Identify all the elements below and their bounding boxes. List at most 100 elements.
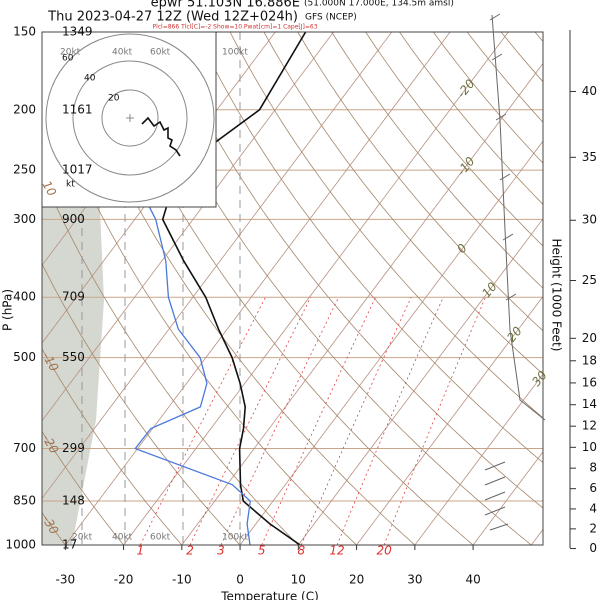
isotherm <box>239 140 543 545</box>
dry-adiabat <box>42 348 183 545</box>
y-tick-label: 300 <box>13 212 36 226</box>
barb-staff <box>491 14 546 421</box>
wind-label: 20kt <box>72 533 93 543</box>
level-height: 709 <box>62 290 85 304</box>
y2-tick-label: 8 <box>589 461 597 475</box>
isotherm <box>42 32 393 500</box>
shaded-region <box>42 165 104 545</box>
y-tick-label: 400 <box>13 290 36 304</box>
level-height: 1161 <box>62 102 93 116</box>
wind-label: 100kt <box>222 48 248 58</box>
isotherm <box>64 32 451 545</box>
dry-adiabat <box>331 32 543 289</box>
dry-adiabat <box>42 77 358 545</box>
dry-adiabat <box>60 32 416 545</box>
y2-tick-label: 20 <box>582 331 597 345</box>
title-note: (51.000N 17.000E, 134.5m amsl) <box>304 0 454 9</box>
y2-tick-label: 10 <box>582 440 597 454</box>
y2-tick-label: 4 <box>589 501 597 515</box>
mixing-ratio-line <box>336 297 444 545</box>
y-tick-label: 200 <box>13 102 36 116</box>
hodograph-ring-label: 20 <box>108 94 120 104</box>
isotherm <box>356 295 543 545</box>
wind-label: 40kt <box>112 48 133 58</box>
dry-adiabat <box>365 32 543 247</box>
level-height: 900 <box>62 212 85 226</box>
wind-barbs <box>484 13 546 531</box>
isotherm <box>181 62 543 545</box>
dry-adiabat <box>94 32 474 545</box>
level-height: 148 <box>62 494 85 508</box>
level-height: 1349 <box>62 25 93 39</box>
dry-adiabat-label: 10 <box>39 178 59 199</box>
hodograph-trace <box>141 116 181 157</box>
level-height: 17 <box>62 538 77 552</box>
level-height: 550 <box>62 350 85 364</box>
dry-adiabat <box>229 32 543 419</box>
x-tick-label: 10 <box>291 573 306 587</box>
hodograph-unit: kt <box>66 180 75 190</box>
x-axis-label: Temperature (C) <box>220 590 319 600</box>
wind-label: 60kt <box>150 533 171 543</box>
y2-tick-label: 16 <box>582 375 597 389</box>
wind-label: 100kt <box>222 533 248 543</box>
dry-adiabat <box>127 32 532 545</box>
y2-tick-label: 2 <box>589 521 597 535</box>
x-tick-label: 40 <box>465 573 480 587</box>
hodograph-ring-label: 60 <box>62 54 74 64</box>
level-height: 299 <box>62 441 85 455</box>
hodograph-ring <box>72 60 188 176</box>
y-tick-label: 150 <box>13 25 36 39</box>
hodograph-ring <box>101 89 159 147</box>
y2-tick-label: 35 <box>582 150 597 164</box>
dry-adiabat <box>42 173 299 545</box>
x-tick-label: 20 <box>349 573 364 587</box>
mixing-ratio-line <box>300 297 412 545</box>
y-tick-label: 700 <box>13 441 36 455</box>
mixing-ratio-line <box>189 297 312 545</box>
model: GFS (NCEP) <box>305 13 357 23</box>
y2-tick-label: 25 <box>582 273 597 287</box>
x-tick-label: 30 <box>407 573 422 587</box>
isotherm <box>298 218 543 545</box>
y2-tick-label: 18 <box>582 353 597 367</box>
y-tick-label: 850 <box>13 494 36 508</box>
y-tick-label: 250 <box>13 163 36 177</box>
y2-tick-label: 0 <box>589 541 597 555</box>
wind-label: 40kt <box>112 533 133 543</box>
y-tick-label: 1000 <box>5 538 36 552</box>
dry-adiabat <box>42 263 241 545</box>
y2-tick-label: 6 <box>589 481 597 495</box>
isotherm <box>472 451 543 545</box>
isotherm <box>123 32 509 545</box>
dry-adiabat <box>297 32 543 332</box>
isotherm <box>42 32 334 422</box>
y2-tick-label: 14 <box>582 397 597 411</box>
mixing-ratio-label: 20 <box>376 544 392 558</box>
dry-adiabat <box>42 430 125 545</box>
x-tick-label: -20 <box>114 573 134 587</box>
mixing-ratio-line <box>220 297 340 545</box>
y-tick-label: 500 <box>13 350 36 364</box>
x-tick-label: -10 <box>172 573 192 587</box>
x-tick-label: -30 <box>55 573 75 587</box>
mixing-ratio-label: 5 <box>258 544 266 558</box>
wind-label: 60kt <box>150 48 171 58</box>
grid <box>42 32 543 545</box>
mixing-ratio-label: 2 <box>186 544 194 558</box>
level-height: 1017 <box>62 163 93 177</box>
y2-axis-label: Height (1000 Feet) <box>550 239 564 352</box>
mixing-ratio-line <box>383 297 486 545</box>
plot-frame <box>41 31 544 546</box>
dry-adiabat <box>195 32 543 464</box>
mixing-ratio-line <box>139 297 266 545</box>
y2-tick-label: 30 <box>582 213 597 227</box>
dry-adiabat <box>263 32 543 375</box>
dry-adiabat <box>42 511 66 545</box>
chart-subtitle: Thu 2023-04-27 12Z (Wed 12Z+024h) <box>47 10 298 25</box>
mixing-ratio-label: 1 <box>136 544 144 558</box>
barb <box>484 13 517 531</box>
mixing-ratio-line <box>261 297 376 545</box>
y-axis-label: P (hPa) <box>1 289 15 331</box>
